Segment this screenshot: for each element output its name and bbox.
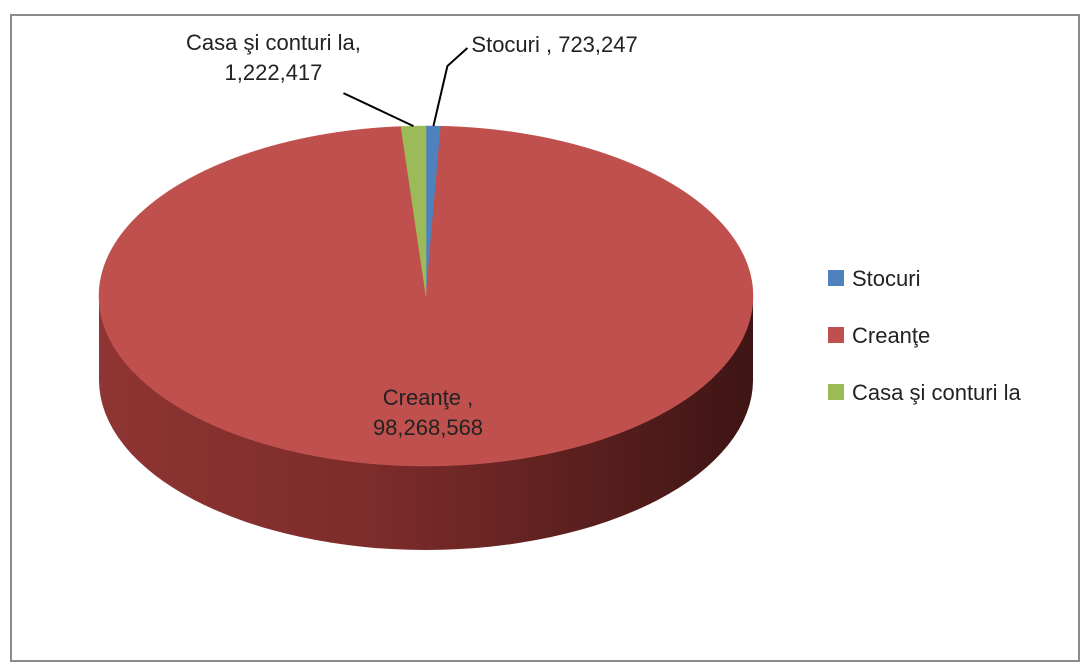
leader-line-casa (343, 92, 414, 128)
data-label-stocuri: Stocuri , 723,247 (471, 32, 637, 57)
legend-label-stocuri: Stocuri (852, 266, 920, 291)
data-label-crean-e: Creanţe , 98,268,568 (373, 385, 483, 440)
data-label-group: Stocuri , 723,247 Casa şi conturi la, 1,22… (186, 30, 638, 440)
pie-group (98, 125, 754, 550)
pie-slice-crean-e (98, 125, 754, 467)
legend-swatch-stocuri (828, 270, 844, 286)
pie-side-wall (99, 296, 753, 550)
data-label-casa-i-conturi-la: Casa şi conturi la, 1,222,417 (186, 30, 361, 85)
legend-label-crean-e: Creanţe (852, 323, 930, 348)
leader-line-stocuri (432, 47, 469, 127)
legend-swatch-casa-i-conturi-la (828, 384, 844, 400)
legend-label-casa-i-conturi-la: Casa şi conturi la (852, 380, 1022, 405)
legend-swatch-crean-e (828, 327, 844, 343)
legend: Stocuri Creanţe Casa şi conturi la (828, 266, 1022, 405)
